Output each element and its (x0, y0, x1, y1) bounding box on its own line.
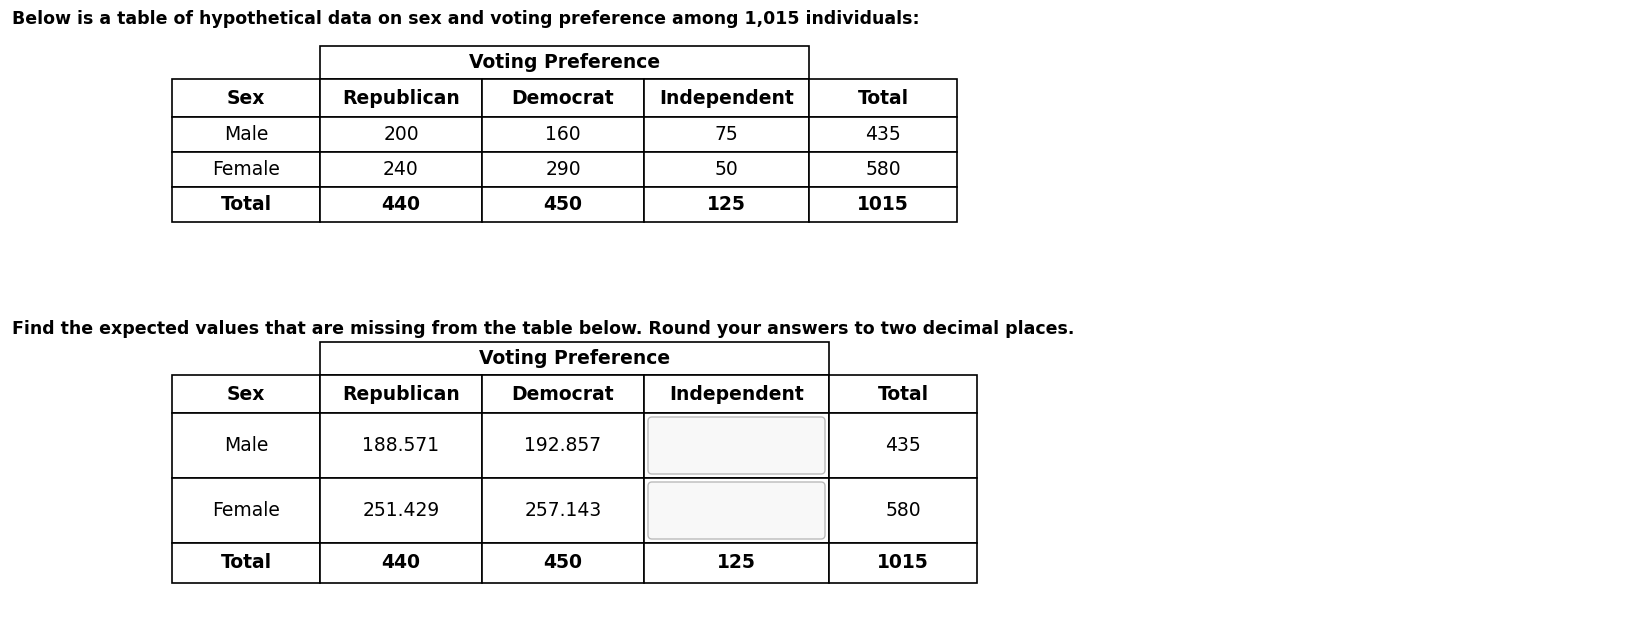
Bar (644, 543, 830, 583)
FancyBboxPatch shape (649, 417, 825, 474)
Text: Democrat: Democrat (512, 89, 615, 107)
Bar (808, 187, 957, 222)
Bar (830, 413, 976, 478)
Text: Total: Total (857, 89, 908, 107)
Bar (319, 46, 808, 79)
Text: Below is a table of hypothetical data on sex and voting preference among 1,015 i: Below is a table of hypothetical data on… (11, 10, 919, 28)
Text: Republican: Republican (342, 385, 460, 404)
Text: Find the expected values that are missing from the table below. Round your answe: Find the expected values that are missin… (11, 320, 1074, 338)
Bar (173, 478, 319, 543)
Bar (808, 117, 957, 152)
Text: 50: 50 (714, 160, 738, 179)
Bar (644, 79, 808, 117)
Bar (830, 478, 976, 543)
Bar (319, 413, 482, 478)
Bar (830, 543, 976, 583)
Text: 580: 580 (866, 160, 901, 179)
Text: Sex: Sex (227, 89, 266, 107)
Text: Independent: Independent (659, 89, 794, 107)
Bar (482, 478, 644, 543)
Bar (482, 187, 644, 222)
Bar (173, 79, 319, 117)
Bar (644, 187, 808, 222)
Text: 75: 75 (714, 125, 738, 144)
Bar (644, 478, 830, 543)
Bar (173, 187, 319, 222)
Text: Male: Male (223, 436, 269, 455)
Text: Democrat: Democrat (512, 385, 615, 404)
Text: Sex: Sex (227, 385, 266, 404)
Text: Voting Preference: Voting Preference (479, 349, 670, 368)
Bar (644, 375, 830, 413)
Bar (644, 152, 808, 187)
Text: 450: 450 (543, 553, 582, 573)
Text: 435: 435 (885, 436, 921, 455)
Bar (173, 375, 319, 413)
Bar (482, 543, 644, 583)
Bar (830, 375, 976, 413)
Text: 200: 200 (383, 125, 419, 144)
Bar (319, 543, 482, 583)
Bar (319, 478, 482, 543)
Text: 257.143: 257.143 (525, 501, 601, 520)
Text: 240: 240 (383, 160, 419, 179)
Text: Independent: Independent (670, 385, 804, 404)
Text: Voting Preference: Voting Preference (469, 53, 660, 72)
Text: 160: 160 (544, 125, 580, 144)
Bar (173, 117, 319, 152)
FancyBboxPatch shape (649, 482, 825, 539)
Text: Male: Male (223, 125, 269, 144)
Text: 188.571: 188.571 (362, 436, 440, 455)
Text: Female: Female (212, 501, 280, 520)
Bar (482, 413, 644, 478)
Bar (644, 117, 808, 152)
Text: Total: Total (220, 195, 272, 214)
Bar (319, 117, 482, 152)
Text: 1015: 1015 (877, 553, 929, 573)
Bar (644, 413, 830, 478)
Text: 440: 440 (381, 195, 421, 214)
Text: Total: Total (220, 553, 272, 573)
Bar (808, 152, 957, 187)
Bar (482, 152, 644, 187)
Text: Female: Female (212, 160, 280, 179)
Bar (319, 342, 830, 375)
Text: 125: 125 (717, 553, 756, 573)
Bar (173, 152, 319, 187)
Text: 251.429: 251.429 (362, 501, 440, 520)
Text: 1015: 1015 (857, 195, 910, 214)
Bar (173, 413, 319, 478)
Text: 450: 450 (543, 195, 582, 214)
Bar (319, 187, 482, 222)
Text: Republican: Republican (342, 89, 460, 107)
Bar (173, 543, 319, 583)
Bar (808, 79, 957, 117)
Bar (482, 375, 644, 413)
Bar (482, 79, 644, 117)
Bar (482, 117, 644, 152)
Text: 192.857: 192.857 (525, 436, 601, 455)
Text: Total: Total (877, 385, 929, 404)
Text: 580: 580 (885, 501, 921, 520)
Bar (319, 79, 482, 117)
Bar (319, 375, 482, 413)
Bar (319, 152, 482, 187)
Text: 435: 435 (866, 125, 901, 144)
Text: 440: 440 (381, 553, 421, 573)
Text: 290: 290 (544, 160, 580, 179)
Text: 125: 125 (707, 195, 747, 214)
